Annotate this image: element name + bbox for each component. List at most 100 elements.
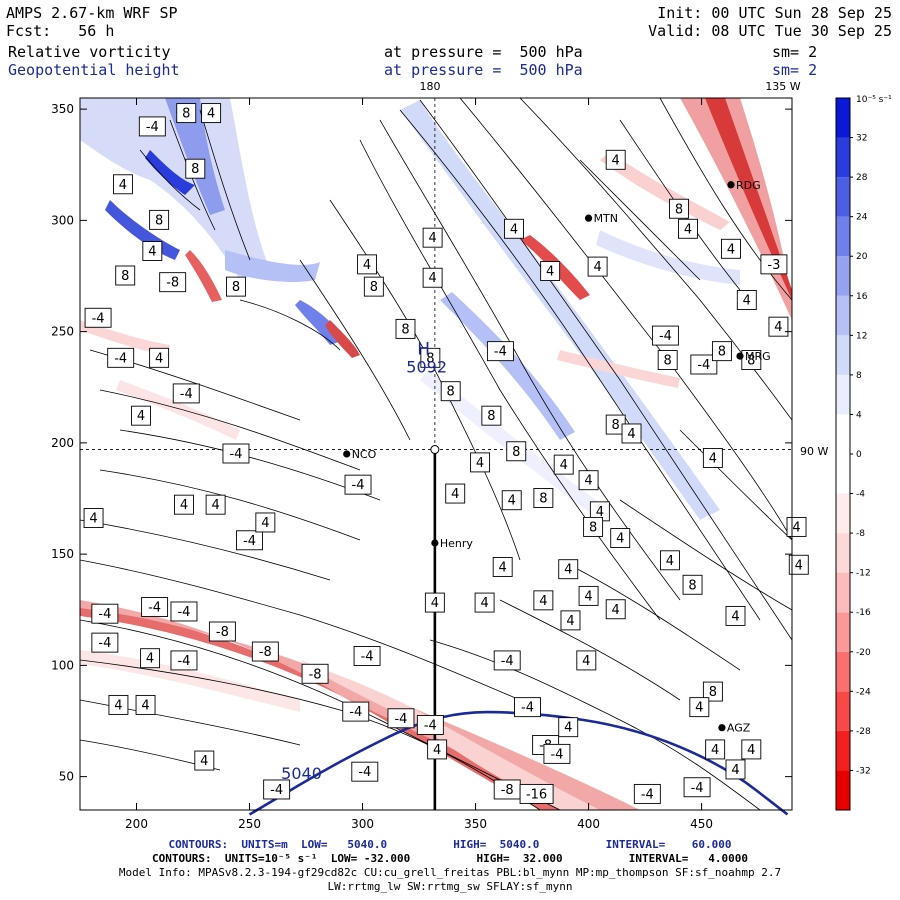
vorticity-label: -4 <box>543 743 571 764</box>
vorticity-label-value: -4 <box>146 120 159 135</box>
vorticity-label-box <box>486 341 514 362</box>
vorticity-label-box <box>788 554 809 575</box>
vorticity-label-box <box>344 474 372 495</box>
colorbar-segment <box>836 454 850 494</box>
vorticity-label: 4 <box>142 241 163 261</box>
vorticity-label-value: -4 <box>243 534 256 549</box>
vorticity-label-value: 4 <box>727 242 735 257</box>
vorticity-label-value: -4 <box>358 765 371 780</box>
vorticity-label-box <box>108 694 129 715</box>
vorticity-label: -4 <box>351 761 379 782</box>
vorticity-label-value: -4 <box>691 781 704 796</box>
colorbar-tick-label: 8 <box>856 371 862 381</box>
vorticity-label-value: 8 <box>447 385 455 400</box>
vorticity-label-box <box>427 739 448 760</box>
vorticity-label-value: 4 <box>774 320 782 335</box>
vorticity-label-value: 4 <box>616 532 624 547</box>
vorticity-label: 4 <box>786 516 807 537</box>
vorticity-label-box <box>107 347 135 368</box>
vorticity-label-value: 8 <box>232 280 240 295</box>
vorticity-label-value: -4 <box>501 654 514 669</box>
vorticity-label: 4 <box>576 650 597 671</box>
vorticity-label: 8 <box>669 198 689 219</box>
vorticity-label-box <box>170 601 198 622</box>
vorticity-label-value: 4 <box>510 222 518 237</box>
vorticity-label-value: 8 <box>487 409 495 424</box>
vorticity-label: -3 <box>760 254 788 275</box>
vorticity-label-value: -8 <box>216 625 229 640</box>
vorticity-label-value: -8 <box>166 276 179 291</box>
vorticity-label-value: -4 <box>177 654 190 669</box>
vorticity-label-value: 4 <box>428 271 436 286</box>
vorticity-label-value: 4 <box>148 245 156 260</box>
vorticity-label-box <box>651 325 679 346</box>
colorbar-tick-label: 32 <box>856 134 867 144</box>
field-name-vorticity: Relative vorticity <box>8 43 171 61</box>
vorticity-label-box <box>659 550 680 571</box>
colorbar-segment <box>836 98 850 138</box>
vorticity-label: -4 <box>236 530 263 551</box>
vorticity-label-box <box>149 347 170 368</box>
longitude-label-180: 180 <box>420 80 441 93</box>
vorticity-label-box <box>533 590 554 611</box>
vorticity-label-box <box>610 528 631 548</box>
colorbar-tick-label: -28 <box>856 727 871 737</box>
level-vorticity: at pressure = 500 hPa <box>384 43 583 61</box>
vorticity-label-box <box>657 350 678 370</box>
station-name: NCO <box>352 448 377 461</box>
vorticity-label-value: -4 <box>92 311 105 326</box>
colorbar-tick-label: 28 <box>856 173 868 183</box>
vorticity-label: 4 <box>788 554 809 575</box>
longitude-label-135w: 135 W <box>765 80 800 93</box>
vorticity-label-value: 4 <box>146 652 154 667</box>
footer-physics-info: LW:rrtmg_lw SW:rrtmg_sw SFLAY:sf_mynn <box>327 880 573 893</box>
vorticity-label-value: 4 <box>114 698 122 713</box>
vorticity-label-value: 4 <box>593 260 601 275</box>
vorticity-label: 4 <box>422 227 443 248</box>
station-marker <box>718 724 726 732</box>
vorticity-label: 4 <box>108 694 129 715</box>
vorticity-label-box <box>558 717 579 738</box>
vorticity-label-box <box>702 681 723 702</box>
vorticity-label: -16 <box>519 783 554 804</box>
vorticity-label-box <box>112 174 133 195</box>
vorticity-label-value: 8 <box>612 418 620 433</box>
vorticity-label: 4 <box>131 405 151 426</box>
vorticity-label-value: 8 <box>155 213 163 228</box>
vorticity-label-box <box>142 241 163 261</box>
vorticity-label-value: 4 <box>180 498 188 513</box>
vorticity-label-box <box>422 227 443 248</box>
vorticity-label-box <box>583 516 604 537</box>
vorticity-label: 4 <box>427 739 448 760</box>
vorticity-label: 4 <box>201 103 222 124</box>
colorbar-segment <box>836 651 850 692</box>
vorticity-label-value: 4 <box>480 596 488 611</box>
vorticity-label-value: 4 <box>560 458 568 473</box>
vorticity-label-value: 4 <box>476 456 484 471</box>
vorticity-label: -4 <box>91 603 119 624</box>
vorticity-label-value: 4 <box>627 427 635 442</box>
vorticity-label-value: 4 <box>584 589 592 604</box>
vorticity-label: 8 <box>395 318 416 339</box>
x-axis: 200 250 300 350 400 450 <box>125 98 713 831</box>
vorticity-label-box <box>560 610 581 631</box>
vorticity-label-box <box>226 276 246 297</box>
vorticity-label: -4 <box>91 632 119 653</box>
vorticity-label: 4 <box>589 501 610 522</box>
vorticity-label-box <box>711 341 732 362</box>
station-name: AGZ <box>727 722 751 735</box>
vorticity-label-box <box>587 256 608 277</box>
y-axis: 50 100 150 200 250 300 350 <box>51 102 792 784</box>
y-tick-label: 300 <box>51 213 74 227</box>
vorticity-label-value: 8 <box>718 345 726 360</box>
vorticity-label-box <box>514 697 541 718</box>
vorticity-label-value: -4 <box>98 636 111 651</box>
pole-marker <box>430 445 440 455</box>
y-tick-label: 50 <box>59 770 74 784</box>
colorbar-tick-label: -24 <box>856 687 871 697</box>
colorbar-segment <box>836 612 850 652</box>
colorbar-tick-label: -16 <box>856 608 871 618</box>
vorticity-label: -4 <box>651 325 679 346</box>
vorticity-label: 4 <box>424 592 445 613</box>
